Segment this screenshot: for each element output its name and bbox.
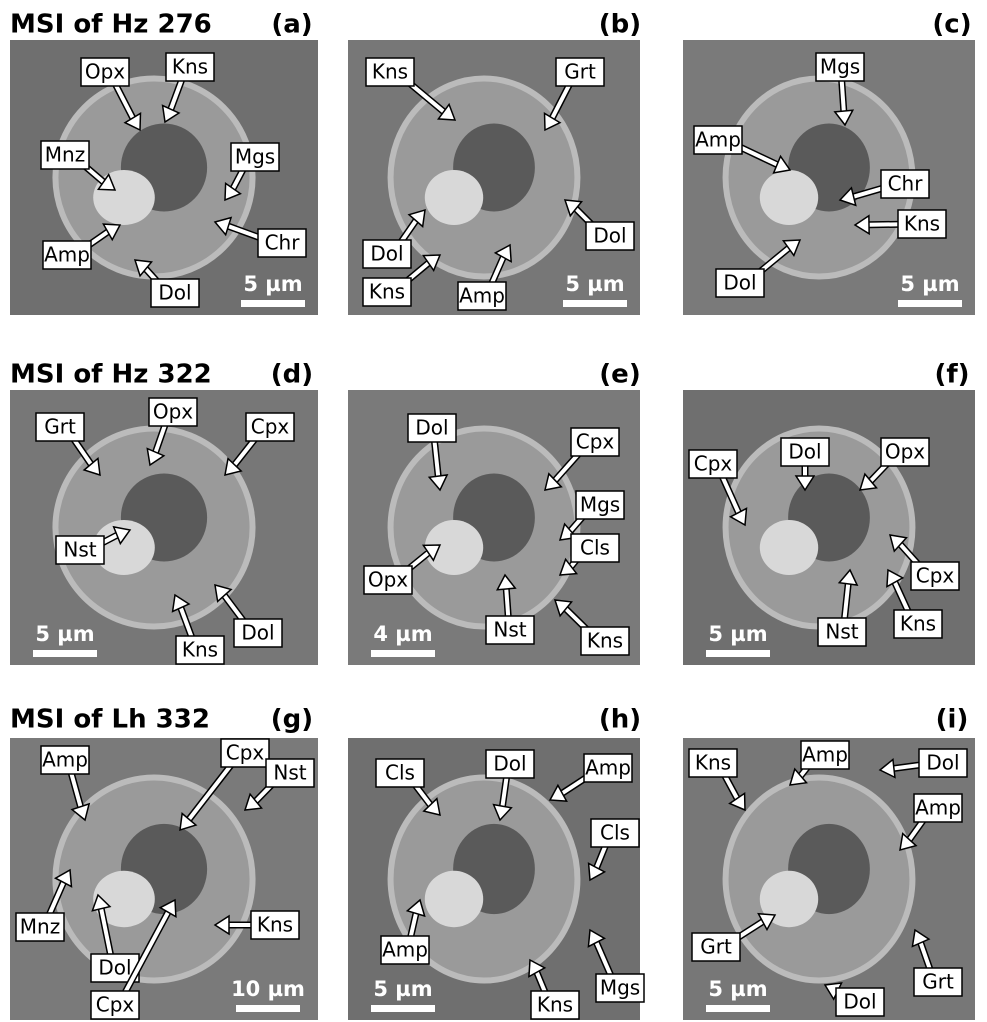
mineral-label: Nst bbox=[493, 618, 526, 642]
panel-letter: (e) bbox=[599, 360, 640, 390]
scale-label: 5 µm bbox=[708, 622, 767, 646]
mineral-label: Nst bbox=[825, 620, 858, 644]
scale-bar bbox=[33, 650, 97, 657]
scale-bar bbox=[706, 1005, 770, 1012]
scale-label: 10 µm bbox=[231, 977, 305, 1001]
mineral-label: Kns bbox=[172, 55, 208, 79]
arrow bbox=[842, 81, 844, 111]
mineral-label: Kns bbox=[695, 751, 731, 775]
panel-letter: (b) bbox=[599, 10, 641, 40]
row-title: MSI of Hz 322 bbox=[10, 360, 212, 390]
mineral-label: Nst bbox=[273, 761, 306, 785]
mineral-label: Opx bbox=[153, 400, 193, 424]
mineral-label: Dol bbox=[415, 416, 448, 440]
mineral-label: Opx bbox=[368, 568, 408, 592]
row-title: MSI of Hz 276 bbox=[10, 10, 212, 40]
mineral-label: Nst bbox=[63, 538, 96, 562]
mineral-label: Kns bbox=[372, 60, 408, 84]
panel-letter: (f) bbox=[934, 360, 969, 390]
scale-bar bbox=[371, 650, 435, 657]
mineral-label: Kns bbox=[587, 629, 623, 653]
mineral-label: Cls bbox=[385, 761, 415, 785]
scale-label: 5 µm bbox=[35, 622, 94, 646]
mineral-label: Grt bbox=[922, 970, 954, 994]
page: MSI of Hz 276 (a) 5 µm Opx Kns Mnz Mgs Amp Chr Do… bbox=[0, 0, 987, 1022]
mineral-label: Amp bbox=[44, 243, 90, 267]
mineral-label: Dol bbox=[723, 271, 756, 295]
mineral-label: Mnz bbox=[45, 143, 85, 167]
mineral-label: Cpx bbox=[96, 993, 135, 1017]
inclusion-phase bbox=[760, 520, 818, 575]
mineral-label: Amp bbox=[915, 796, 961, 820]
mineral-label: Amp bbox=[42, 748, 88, 772]
scale-label: 5 µm bbox=[708, 977, 767, 1001]
mineral-label: Mgs bbox=[600, 976, 640, 1000]
arrow bbox=[869, 224, 902, 225]
mineral-label: Kns bbox=[904, 212, 940, 236]
mineral-label: Cls bbox=[600, 821, 630, 845]
panel-letter: (i) bbox=[936, 705, 969, 735]
panel-letter: (c) bbox=[932, 10, 971, 40]
scale-bar bbox=[236, 1005, 300, 1012]
mineral-label: Dol bbox=[241, 621, 274, 645]
mineral-label: Chr bbox=[888, 172, 924, 196]
mineral-label: Mgs bbox=[580, 493, 620, 517]
scale-bar bbox=[241, 300, 305, 307]
inclusion-phase bbox=[425, 871, 483, 927]
inclusion-phase bbox=[425, 170, 483, 225]
mineral-label: Dol bbox=[370, 242, 403, 266]
panel-letter: (h) bbox=[599, 705, 641, 735]
mineral-label: Opx bbox=[885, 440, 925, 464]
mineral-label: Mgs bbox=[235, 145, 275, 169]
mineral-label: Amp bbox=[802, 743, 848, 767]
mineral-label: Cpx bbox=[251, 415, 290, 439]
scale-label: 5 µm bbox=[565, 272, 624, 296]
scale-bar bbox=[898, 300, 962, 307]
scale-label: 5 µm bbox=[243, 272, 302, 296]
panel-letter: (d) bbox=[271, 360, 313, 390]
mineral-label: Cpx bbox=[226, 741, 265, 765]
mineral-label: Dol bbox=[158, 281, 191, 305]
scale-bar bbox=[563, 300, 627, 307]
mineral-label: Kns bbox=[182, 638, 218, 662]
mineral-label: Dol bbox=[98, 956, 131, 980]
mineral-label: Amp bbox=[585, 756, 631, 780]
mineral-label: Kns bbox=[257, 913, 293, 937]
mineral-label: Opx bbox=[85, 60, 125, 84]
mineral-label: Dol bbox=[788, 440, 821, 464]
row-title: MSI of Lh 332 bbox=[10, 705, 210, 735]
mineral-label: Amp bbox=[459, 284, 505, 308]
mineral-label: Cpx bbox=[916, 564, 955, 588]
scale-label: 4 µm bbox=[373, 622, 432, 646]
mineral-label: Mnz bbox=[20, 915, 60, 939]
mineral-label: Chr bbox=[265, 231, 301, 255]
mineral-label: Grt bbox=[700, 935, 732, 959]
mineral-label: Dol bbox=[493, 752, 526, 776]
mineral-label: Kns bbox=[900, 612, 936, 636]
mineral-label: Kns bbox=[537, 993, 573, 1017]
mineral-label: Grt bbox=[44, 415, 76, 439]
scale-bar bbox=[371, 1005, 435, 1012]
scale-label: 5 µm bbox=[373, 977, 432, 1001]
figure: MSI of Hz 276 (a) 5 µm Opx Kns Mnz Mgs Amp Chr Do… bbox=[0, 0, 987, 1022]
mineral-label: Dol bbox=[926, 751, 959, 775]
scale-label: 5 µm bbox=[900, 272, 959, 296]
inclusion-phase bbox=[760, 170, 818, 225]
mineral-label: Amp bbox=[382, 938, 428, 962]
mineral-label: Cls bbox=[580, 536, 610, 560]
panel-letter: (g) bbox=[271, 705, 313, 735]
mineral-label: Cpx bbox=[576, 430, 615, 454]
mineral-label: Cpx bbox=[694, 452, 733, 476]
mineral-label: Dol bbox=[593, 224, 626, 248]
arrow bbox=[506, 589, 508, 616]
scale-bar bbox=[706, 650, 770, 657]
panel-letter: (a) bbox=[271, 10, 312, 40]
mineral-label: Amp bbox=[695, 128, 741, 152]
mineral-label: Dol bbox=[843, 990, 876, 1014]
mineral-label: Grt bbox=[564, 60, 596, 84]
mineral-label: Mgs bbox=[820, 55, 860, 79]
mineral-label: Kns bbox=[369, 280, 405, 304]
